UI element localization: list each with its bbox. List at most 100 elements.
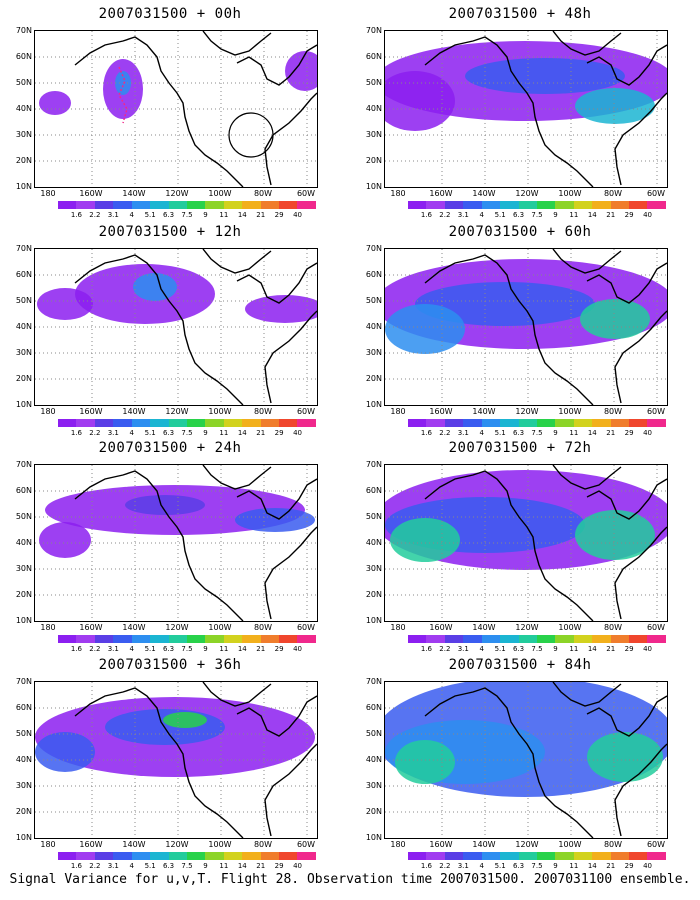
colorbar-label: 14	[237, 862, 247, 870]
longitude-tick-label: 100W	[558, 189, 582, 198]
colorbar-swatch	[573, 852, 593, 860]
map-panel: 2007031500 + 72h 70N 60N 50N 40N 30N 20N 10N 18…	[350, 434, 690, 653]
colorbar-swatch	[555, 852, 574, 860]
colorbar-label: 11	[219, 862, 229, 870]
colorbar-label: 29	[624, 862, 634, 870]
colorbar-label: 3.1	[457, 862, 469, 870]
colorbar-label: 3.1	[107, 211, 119, 219]
colorbar-label: 29	[624, 211, 634, 219]
colorbar-label: 6.3	[512, 645, 525, 653]
colorbar-swatch	[481, 201, 501, 209]
panel-title: 2007031500 + 36h	[98, 657, 242, 673]
latitude-tick-label: 50N	[365, 729, 382, 738]
variance-contour	[35, 732, 95, 772]
colorbar-swatch	[186, 852, 206, 860]
panel-title: 2007031500 + 60h	[448, 224, 592, 240]
colorbar-label: 7.5	[181, 645, 193, 653]
longitude-tick-label: 160W	[429, 189, 453, 198]
variance-contour	[575, 510, 655, 560]
target-circle	[228, 112, 274, 158]
map-graphic	[35, 249, 317, 405]
colorbar-swatch	[297, 201, 316, 209]
colorbar-label: 11	[569, 862, 579, 870]
colorbar-swatch	[58, 635, 77, 643]
variance-contour	[465, 58, 625, 94]
latitude-tick-label: 50N	[365, 512, 382, 521]
colorbar-label: 11	[569, 211, 579, 219]
latitude-tick-label: 10N	[365, 182, 382, 191]
longitude-tick-label: 140W	[122, 189, 146, 198]
colorbar-swatch	[408, 201, 427, 209]
longitude-tick-label: 160W	[429, 623, 453, 632]
map-area	[34, 30, 318, 188]
colorbar-swatch	[592, 635, 611, 643]
latitude-tick-label: 20N	[365, 807, 382, 816]
coastline	[74, 249, 317, 405]
latitude-tick-label: 20N	[15, 807, 32, 816]
colorbar-swatch	[76, 419, 95, 427]
colorbar-swatch	[592, 201, 611, 209]
colorbar-swatch	[573, 201, 593, 209]
colorbar-swatch	[297, 635, 316, 643]
colorbar-swatch	[131, 635, 151, 643]
colorbar-swatch	[279, 419, 298, 427]
colorbar-label: 29	[274, 429, 284, 437]
colorbar-label: 21	[606, 429, 616, 437]
colorbar	[58, 852, 316, 860]
colorbar-swatch	[647, 419, 666, 427]
longitude-tick-label: 140W	[122, 840, 146, 849]
colorbar-swatch	[500, 201, 519, 209]
colorbar-swatch	[113, 419, 132, 427]
colorbar-swatch	[629, 852, 648, 860]
colorbar-swatch	[168, 635, 187, 643]
colorbar-swatch	[408, 635, 427, 643]
colorbar-label: 1.6	[420, 429, 432, 437]
colorbar-swatch	[647, 201, 666, 209]
colorbar-label: 4	[129, 429, 134, 437]
colorbar-label: 2.2	[439, 862, 451, 870]
colorbar-swatch	[260, 852, 280, 860]
colorbar-swatch	[463, 852, 482, 860]
colorbar	[58, 419, 316, 427]
colorbar-swatch	[500, 419, 519, 427]
colorbar-label: 7.5	[531, 862, 543, 870]
longitude-tick-label: 160W	[79, 623, 103, 632]
colorbar-label: 2.2	[439, 211, 451, 219]
latitude-tick-label: 20N	[15, 374, 32, 383]
coastline	[74, 682, 317, 838]
colorbar-label: 40	[643, 211, 653, 219]
colorbar-swatch	[500, 635, 519, 643]
colorbar-swatch	[426, 419, 445, 427]
longitude-tick-label: 180	[390, 623, 406, 632]
colorbar-swatch	[260, 201, 280, 209]
colorbar-swatch	[518, 419, 537, 427]
coastline	[424, 31, 667, 187]
latitude-tick-label: 60N	[365, 486, 382, 495]
colorbar-swatch	[242, 419, 261, 427]
longitude-tick-label: 100W	[208, 840, 232, 849]
variance-contour	[125, 495, 205, 515]
colorbar-label: 3.1	[457, 645, 469, 653]
colorbar-swatch	[279, 201, 298, 209]
latitude-tick-label: 30N	[365, 781, 382, 790]
colorbar-label: 14	[587, 862, 597, 870]
colorbar-swatch	[223, 419, 243, 427]
colorbar-swatch	[131, 201, 151, 209]
map-graphic	[385, 465, 667, 621]
latitude-tick-label: 70N	[365, 460, 382, 469]
colorbar-swatch	[260, 635, 280, 643]
latitude-tick-label: 40N	[365, 755, 382, 764]
colorbar-swatch	[536, 201, 556, 209]
coastline	[74, 31, 317, 187]
colorbar-label: 21	[606, 645, 616, 653]
map-panel: 2007031500 + 60h 70N 60N 50N 40N 30N 20N 10N 18…	[350, 218, 690, 437]
longitude-tick-label: 60W	[296, 407, 316, 416]
colorbar-label: 3.1	[107, 645, 119, 653]
colorbar-label: 6.3	[512, 211, 525, 219]
latitude-tick-label: 70N	[365, 244, 382, 253]
colorbar-swatch	[113, 201, 132, 209]
colorbar-label: 14	[237, 645, 247, 653]
colorbar-swatch	[150, 419, 169, 427]
colorbar-swatch	[94, 852, 114, 860]
colorbar-swatch	[168, 201, 187, 209]
